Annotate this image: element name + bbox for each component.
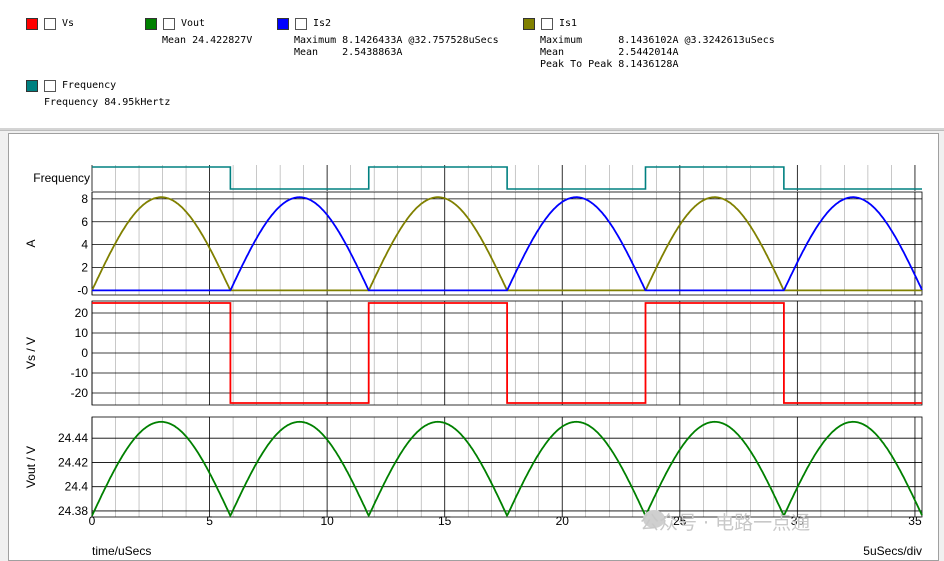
- vout-ytick-label: 24.44: [58, 431, 88, 445]
- x-tick-label: 0: [89, 514, 96, 528]
- vs-checkbox[interactable]: [44, 18, 56, 30]
- is1-mean: Mean 2.5442014A: [540, 47, 679, 58]
- frequency-trace: [92, 166, 922, 190]
- vs-ytick-label: 20: [75, 306, 89, 320]
- current-ytick-label: -0: [77, 283, 88, 297]
- is2-mean: Mean 2.5438863A: [294, 47, 403, 58]
- vout-trace: [91, 420, 923, 518]
- current-ytick-label: 4: [81, 238, 88, 252]
- x-tick-label: 30: [791, 514, 805, 528]
- is2-name: Is2: [313, 18, 332, 29]
- x-tick-label: 35: [908, 514, 922, 528]
- vout-axis-label: Vout / V: [24, 446, 38, 488]
- frequency-color-swatch: [26, 80, 38, 92]
- vout-ytick-label: 24.4: [65, 480, 89, 494]
- current-ytick-label: 2: [81, 261, 88, 275]
- frequency-name: Frequency: [62, 80, 117, 91]
- current-axis-label: A: [24, 239, 38, 247]
- is1-peak-to-peak: Peak To Peak 8.1436128A: [540, 59, 679, 70]
- current-ytick-label: 8: [81, 192, 88, 206]
- x-tick-label: 10: [320, 514, 334, 528]
- vout-mean: Mean 24.422827V: [162, 35, 253, 46]
- vout-checkbox[interactable]: [163, 18, 175, 30]
- frequency-axis-label: Frequency: [33, 171, 90, 185]
- vs-ytick-label: -10: [71, 366, 89, 380]
- chart-panel: Frequency -0 2 4 6 8 A 20 10 0 -10 -20 Vs / V 24.44 24…: [8, 133, 939, 561]
- vout-name: Vout: [181, 18, 206, 29]
- vs-name: Vs: [62, 18, 75, 29]
- is2-checkbox[interactable]: [295, 18, 307, 30]
- vs-ytick-label: 0: [81, 346, 88, 360]
- is2-trace: [92, 196, 923, 292]
- wechat-icon: [643, 510, 665, 528]
- frequency-value: Frequency 84.95kHertz: [44, 97, 171, 108]
- x-tick-label: 15: [438, 514, 452, 528]
- vs-ytick-label: -20: [71, 386, 89, 400]
- is1-color-swatch: [523, 18, 535, 30]
- is2-maximum: Maximum 8.1426433A @32.757528uSecs: [294, 35, 499, 46]
- legend-panel: Vs Vout Mean 24.422827V Is2 Maximum 8.14…: [0, 0, 944, 128]
- waveform-plot[interactable]: Frequency -0 2 4 6 8 A 20 10 0 -10 -20 Vs / V 24.44 24…: [9, 134, 938, 560]
- is1-checkbox[interactable]: [541, 18, 553, 30]
- x-tick-label: 5: [206, 514, 213, 528]
- is1-name: Is1: [559, 18, 578, 29]
- vs-color-swatch: [26, 18, 38, 30]
- current-ytick-label: 6: [81, 215, 88, 229]
- vs-axis-label: Vs / V: [24, 337, 38, 369]
- x-tick-label: 25: [673, 514, 687, 528]
- vout-ytick-label: 24.42: [58, 455, 88, 469]
- x-axis-label: time/uSecs: [92, 544, 151, 558]
- is2-color-swatch: [277, 18, 289, 30]
- legend-separator: [0, 128, 944, 131]
- vout-color-swatch: [145, 18, 157, 30]
- vs-ytick-label: 10: [75, 326, 89, 340]
- vs-trace: [92, 302, 922, 404]
- x-tick-label: 20: [556, 514, 570, 528]
- watermark-text: 公众号 · 电路一点通: [640, 512, 811, 534]
- vout-ytick-label: 24.38: [58, 504, 88, 518]
- is1-maximum: Maximum 8.1436102A @3.3242613uSecs: [540, 35, 775, 46]
- frequency-checkbox[interactable]: [44, 80, 56, 92]
- x-scale-label: 5uSecs/div: [863, 544, 922, 558]
